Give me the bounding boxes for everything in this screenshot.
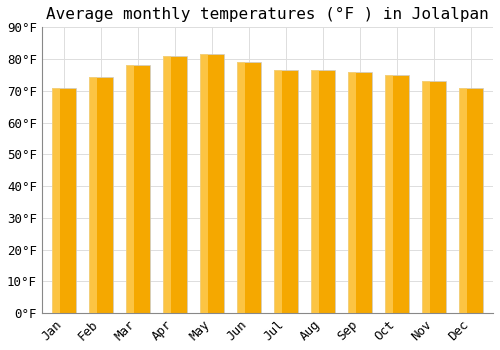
Bar [52,88,76,313]
Bar [126,65,134,313]
Bar [311,70,320,313]
Bar [200,54,208,313]
Bar [385,75,409,313]
Bar [89,77,98,313]
Bar [237,62,246,313]
Bar [348,72,372,313]
Bar [385,75,394,313]
Bar [274,70,282,313]
Bar [163,56,172,313]
Bar [89,77,113,313]
Bar [311,70,335,313]
Title: Average monthly temperatures (°F ) in Jolalpan: Average monthly temperatures (°F ) in Jo… [46,7,489,22]
Bar [459,88,483,313]
Bar [459,88,468,313]
Bar [422,81,446,313]
Bar [163,56,187,313]
Bar [200,54,224,313]
Bar [274,70,298,313]
Bar [126,65,150,313]
Bar [52,88,60,313]
Bar [348,72,356,313]
Bar [422,81,430,313]
Bar [237,62,261,313]
